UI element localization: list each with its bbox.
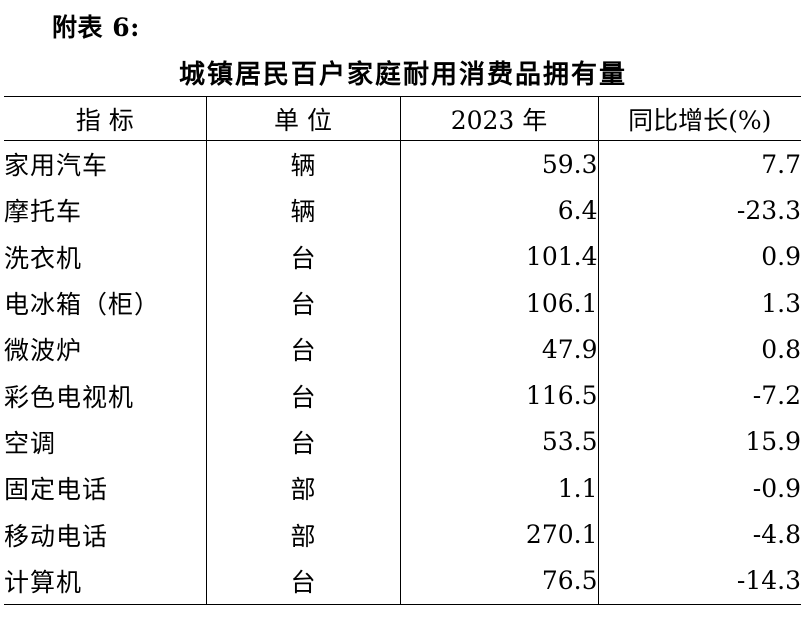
- header-year: 2023 年: [399, 96, 598, 141]
- row-value: 6.4: [399, 187, 598, 234]
- table-row: 空调 台 53.5 15.9: [4, 418, 801, 466]
- row-indicator: 电冰箱（柜）: [4, 290, 161, 320]
- row-value: 116.5: [399, 372, 598, 419]
- row-yoy: -7.2: [597, 372, 801, 419]
- table-row: 微波炉 台 47.9 0.8: [4, 326, 801, 373]
- row-value: 106.1: [399, 279, 598, 327]
- table-row: 电冰箱（柜） 台 106.1 1.3: [4, 279, 801, 327]
- row-value: 76.5: [399, 557, 598, 605]
- row-indicator: 固定电话: [4, 475, 109, 505]
- row-value: 270.1: [399, 511, 598, 558]
- row-yoy: 7.7: [597, 140, 801, 188]
- row-value: 1.1: [399, 465, 598, 512]
- table-row: 家用汽车 辆 59.3 7.7: [4, 140, 801, 188]
- durable-goods-table: 指 标 单 位 2023 年 同比增长(%) 家用汽车 辆 59.3 7.7 摩…: [4, 96, 801, 605]
- row-unit: 部: [205, 465, 400, 512]
- table-title: 城镇居民百户家庭耐用消费品拥有量: [178, 60, 627, 90]
- row-indicator: 微波炉: [4, 336, 83, 366]
- row-value: 47.9: [399, 326, 598, 373]
- row-unit: 台: [205, 372, 400, 419]
- row-yoy: 1.3: [597, 279, 801, 327]
- row-indicator: 摩托车: [4, 197, 83, 227]
- row-indicator: 计算机: [4, 557, 206, 605]
- row-yoy: -0.9: [597, 465, 801, 512]
- row-indicator: 移动电话: [4, 521, 109, 551]
- table-row: 计算机 台 76.5 -14.3: [4, 557, 801, 605]
- row-unit: 辆: [205, 187, 400, 234]
- row-value: 101.4: [399, 233, 598, 280]
- row-indicator: 家用汽车: [4, 151, 109, 181]
- table-row: 移动电话 部 270.1 -4.8: [4, 511, 801, 558]
- row-yoy: -4.8: [597, 511, 801, 558]
- row-yoy: 0.8: [597, 326, 801, 373]
- row-indicator: 空调: [4, 428, 57, 458]
- row-unit: 部: [205, 511, 400, 558]
- row-yoy: -23.3: [597, 187, 801, 234]
- row-value: 53.5: [399, 418, 598, 466]
- row-yoy: 15.9: [597, 418, 801, 466]
- header-unit: 单 位: [205, 96, 400, 141]
- row-value: 59.3: [399, 140, 598, 188]
- row-indicator: 彩色电视机: [4, 382, 135, 412]
- row-indicator: 洗衣机: [4, 243, 83, 273]
- table-row: 洗衣机 台 101.4 0.9: [4, 233, 801, 280]
- row-unit: 台: [205, 326, 400, 373]
- row-unit: 台: [205, 233, 400, 280]
- row-unit: 台: [205, 279, 400, 327]
- appendix-label: 附表 6:: [52, 13, 140, 42]
- header-row: 指 标 单 位 2023 年 同比增长(%): [4, 96, 801, 141]
- table-row: 固定电话 部 1.1 -0.9: [4, 465, 801, 512]
- row-yoy: 0.9: [597, 233, 801, 280]
- row-unit: 辆: [205, 140, 400, 188]
- header-indicator: 指 标: [4, 96, 206, 141]
- row-unit: 台: [205, 557, 400, 605]
- table-row: 彩色电视机 台 116.5 -7.2: [4, 372, 801, 419]
- row-yoy: -14.3: [597, 557, 801, 605]
- row-unit: 台: [205, 418, 400, 466]
- header-yoy: 同比增长(%): [597, 96, 801, 141]
- table-row: 摩托车 辆 6.4 -23.3: [4, 187, 801, 234]
